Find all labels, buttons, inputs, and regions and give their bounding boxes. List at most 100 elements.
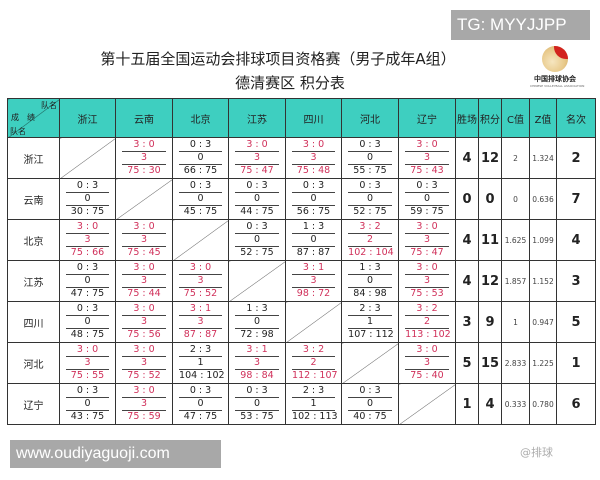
diagonal-cell (59, 137, 116, 179)
row-team-name: 云南 (7, 178, 60, 220)
rally-points: 75 : 52 (183, 288, 218, 299)
match-points: 3 (179, 316, 222, 329)
match-result-cell: 3 : 0 3 75 : 53 (398, 260, 456, 302)
match-points: 3 (122, 398, 166, 411)
table-row: 辽宁 0 : 3 0 43 : 75 3 : 0 3 75 : 59 0 : 3 0 47 : 7… (7, 383, 596, 425)
table-row: 四川 0 : 3 0 48 : 75 3 : 0 3 75 : 56 3 : 1 3 87 : 8… (7, 301, 596, 343)
logo-subtext: CHINESE VOLLEYBALL ASSOCIATION (530, 84, 585, 88)
match-points: 3 (235, 152, 279, 165)
rally-points: 102 : 113 (292, 411, 338, 422)
set-score: 1 : 3 (235, 303, 279, 316)
z-value: 0.947 (529, 301, 557, 343)
rally-points: 30 : 75 (70, 206, 105, 217)
match-points: 0 (348, 275, 392, 288)
rally-points: 75 : 56 (127, 329, 161, 340)
set-score: 1 : 3 (292, 221, 335, 234)
match-points: 0 (292, 193, 335, 206)
rally-points: 72 : 98 (240, 329, 274, 340)
z-value: 1.324 (529, 137, 557, 179)
match-result-cell: 3 : 0 3 75 : 66 (59, 219, 116, 261)
column-header-stat: C值 (501, 98, 530, 138)
header-row: 队名 成 绩 队名 浙江 云南 北京 江苏 四川 河北 辽宁 胜场 积分 C值 Z值 名次 (7, 98, 596, 138)
c-value: 0 (501, 178, 530, 220)
match-result-cell: 0 : 3 0 40 : 75 (341, 383, 399, 425)
match-result-cell: 3 : 2 2 113 : 102 (398, 301, 456, 343)
rally-points: 75 : 44 (127, 288, 161, 299)
set-score: 0 : 3 (348, 180, 392, 193)
set-score: 3 : 0 (405, 344, 449, 357)
match-points: 0 (235, 316, 279, 329)
rank: 1 (556, 342, 596, 384)
match-points: 3 (235, 357, 279, 370)
rally-points: 104 : 102 (179, 370, 225, 381)
rally-points: 107 : 112 (348, 329, 394, 340)
page-title: 第十五届全国运动会排球项目资格赛（男子成年A组） (100, 50, 456, 68)
watermark-weibo: @排球 (520, 446, 553, 459)
match-points: 0 (235, 234, 279, 247)
match-points: 1 (292, 398, 335, 411)
z-value: 1.152 (529, 260, 557, 302)
match-points: 3 (122, 275, 166, 288)
match-points: 0 (66, 398, 109, 411)
rally-points: 102 : 104 (348, 247, 394, 258)
rally-points: 47 : 75 (70, 288, 105, 299)
set-score: 3 : 0 (405, 221, 449, 234)
match-result-cell: 3 : 0 3 75 : 55 (59, 342, 116, 384)
match-result-cell: 2 : 3 1 102 : 113 (285, 383, 342, 425)
match-points: 0 (292, 234, 335, 247)
rally-points: 84 : 98 (353, 288, 387, 299)
diagonal-cell (228, 260, 286, 302)
column-header-team: 江苏 (228, 98, 286, 138)
rally-points: 75 : 47 (410, 247, 444, 258)
match-result-cell: 3 : 0 3 75 : 48 (285, 137, 342, 179)
rally-points: 98 : 72 (296, 288, 331, 299)
points: 4 (478, 383, 502, 425)
set-score: 0 : 3 (405, 180, 449, 193)
match-points: 1 (348, 316, 392, 329)
rally-points: 59 : 75 (410, 206, 444, 217)
rally-points: 45 : 75 (183, 206, 218, 217)
match-result-cell: 0 : 3 0 66 : 75 (172, 137, 229, 179)
points: 12 (478, 137, 502, 179)
match-points: 3 (292, 275, 335, 288)
rally-points: 53 : 75 (240, 411, 274, 422)
row-team-name: 河北 (7, 342, 60, 384)
rally-points: 48 : 75 (70, 329, 105, 340)
rank: 4 (556, 219, 596, 261)
z-value: 0.636 (529, 178, 557, 220)
c-value: 1 (501, 301, 530, 343)
set-score: 3 : 0 (235, 139, 279, 152)
match-points: 0 (348, 152, 392, 165)
rank: 7 (556, 178, 596, 220)
match-points: 3 (122, 152, 166, 165)
match-points: 0 (179, 193, 222, 206)
match-result-cell: 2 : 3 1 104 : 102 (172, 342, 229, 384)
match-result-cell: 0 : 3 0 52 : 75 (341, 178, 399, 220)
rally-points: 40 : 75 (353, 411, 387, 422)
set-score: 0 : 3 (179, 385, 222, 398)
c-value: 0.333 (501, 383, 530, 425)
rally-points: 44 : 75 (240, 206, 274, 217)
match-points: 3 (66, 234, 109, 247)
match-result-cell: 0 : 3 0 48 : 75 (59, 301, 116, 343)
rally-points: 75 : 43 (410, 165, 444, 176)
row-team-name: 辽宁 (7, 383, 60, 425)
wins: 4 (455, 260, 479, 302)
set-score: 0 : 3 (235, 180, 279, 193)
match-points: 3 (405, 275, 449, 288)
wins: 5 (455, 342, 479, 384)
set-score: 1 : 3 (348, 262, 392, 275)
set-score: 3 : 0 (122, 385, 166, 398)
column-header-team: 河北 (341, 98, 399, 138)
match-result-cell: 0 : 3 0 52 : 75 (228, 219, 286, 261)
rally-points: 75 : 45 (127, 247, 161, 258)
match-result-cell: 3 : 0 3 75 : 43 (398, 137, 456, 179)
rally-points: 75 : 66 (70, 247, 105, 258)
match-result-cell: 1 : 3 0 72 : 98 (228, 301, 286, 343)
match-result-cell: 3 : 1 3 98 : 84 (228, 342, 286, 384)
diagonal-cell (398, 383, 456, 425)
set-score: 3 : 2 (405, 303, 449, 316)
watermark-website: www.oudiyaguoji.com (10, 440, 221, 468)
set-score: 3 : 1 (292, 262, 335, 275)
wins: 3 (455, 301, 479, 343)
